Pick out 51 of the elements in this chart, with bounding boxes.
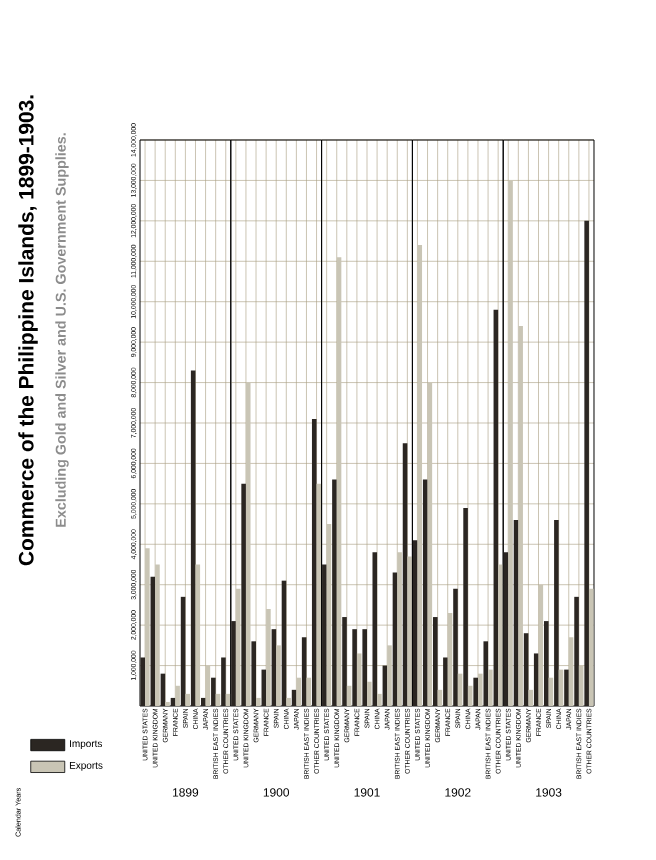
bar bbox=[311, 418, 317, 706]
bar bbox=[195, 564, 201, 706]
bar bbox=[533, 653, 539, 706]
bar bbox=[443, 657, 448, 706]
bar bbox=[251, 641, 257, 706]
bar bbox=[488, 669, 493, 706]
bar bbox=[554, 520, 559, 706]
bar bbox=[362, 629, 367, 706]
bar bbox=[397, 552, 402, 706]
bar bbox=[477, 673, 483, 706]
bar bbox=[564, 669, 569, 706]
bar bbox=[417, 245, 423, 706]
bar bbox=[145, 548, 150, 706]
bar bbox=[231, 621, 236, 706]
bar bbox=[342, 617, 347, 706]
bar bbox=[433, 617, 438, 706]
bar bbox=[332, 479, 337, 706]
bar bbox=[377, 693, 382, 706]
bar bbox=[372, 552, 378, 706]
bar bbox=[266, 608, 271, 706]
bar bbox=[221, 657, 226, 706]
bar bbox=[518, 325, 523, 706]
bar bbox=[276, 645, 281, 706]
bar bbox=[483, 641, 489, 706]
bar bbox=[588, 588, 594, 706]
bar bbox=[422, 479, 428, 706]
bar bbox=[574, 596, 579, 706]
bar bbox=[463, 507, 468, 706]
bar bbox=[387, 645, 392, 706]
bar bbox=[286, 697, 291, 706]
bar bbox=[175, 685, 180, 706]
bar bbox=[211, 677, 216, 706]
bar bbox=[296, 677, 301, 706]
bar bbox=[185, 693, 190, 706]
bar bbox=[155, 564, 160, 706]
bar bbox=[528, 689, 534, 706]
bar bbox=[200, 697, 206, 706]
bar bbox=[140, 657, 146, 706]
bar bbox=[241, 483, 246, 706]
bar bbox=[356, 653, 362, 706]
bar bbox=[352, 629, 357, 706]
bar bbox=[245, 382, 251, 706]
bar bbox=[473, 677, 478, 706]
bar bbox=[508, 180, 513, 706]
bar bbox=[306, 677, 312, 706]
text: Commerce of the Philippine Islands, 1899-1903. bbox=[18, 95, 38, 566]
bar bbox=[584, 220, 589, 706]
bar bbox=[367, 681, 372, 706]
bar bbox=[544, 621, 549, 706]
bar bbox=[256, 697, 261, 706]
bar bbox=[453, 588, 458, 706]
